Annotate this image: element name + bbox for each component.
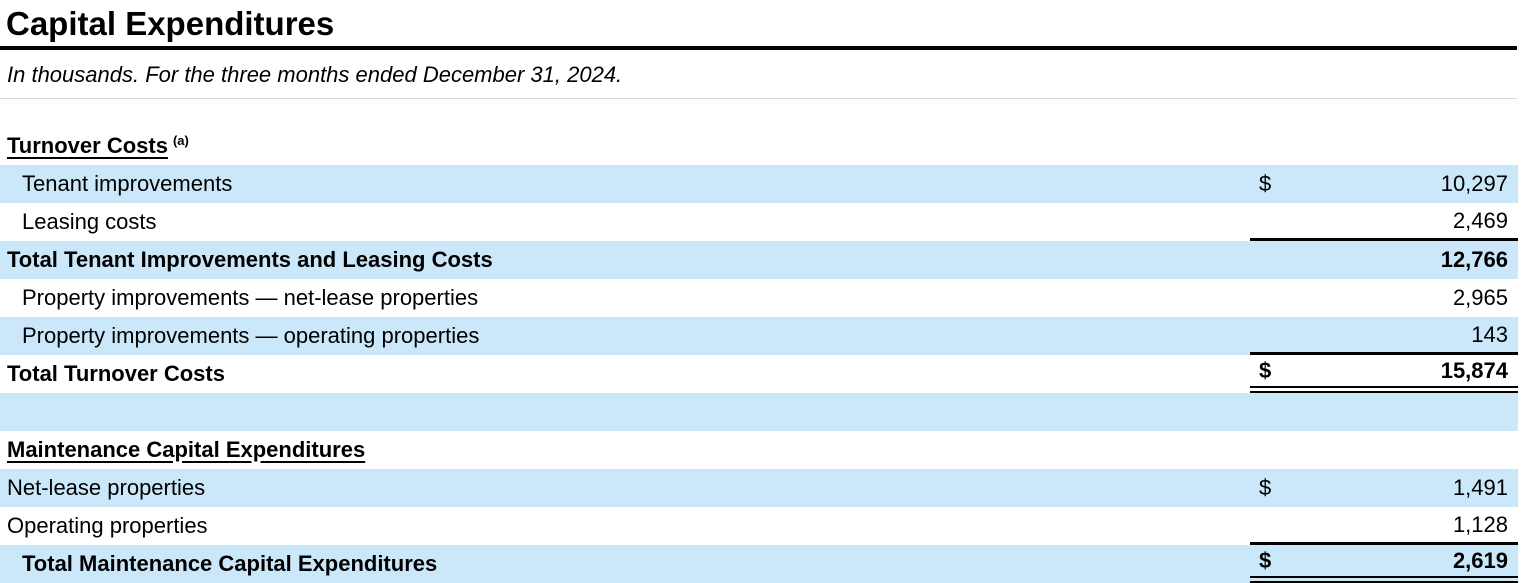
row-label: Net-lease properties — [7, 475, 206, 500]
section-header-row: Maintenance Capital Expenditures — [0, 431, 1518, 469]
row-value: 2,965 — [1452, 285, 1508, 310]
capital-expenditures-table: Turnover Costs (a) Tenant improvements $10,… — [0, 127, 1518, 583]
row-value: 2,619 — [1452, 547, 1508, 573]
value-cell: 2,965 — [1250, 279, 1518, 317]
page-title: Capital Expenditures — [6, 5, 335, 42]
subtitle-divider — [0, 98, 1517, 99]
footnote-marker: (a) — [172, 133, 189, 148]
row-value: 12,766 — [1440, 247, 1508, 272]
capital-expenditures-report: Capital Expenditures In thousands. For t… — [0, 5, 1518, 583]
currency-symbol: $ — [1259, 547, 1272, 573]
section-header-text: Turnover Costs — [7, 133, 168, 158]
row-label: Turnover Costs (a) — [0, 133, 1250, 159]
row-label: Leasing costs — [22, 209, 157, 234]
row-value: 1,128 — [1452, 511, 1508, 537]
value-cell: $10,297 — [1250, 165, 1518, 203]
row-value: 2,469 — [1452, 207, 1508, 233]
blank-row — [0, 393, 1518, 431]
table-row: Property improvements — operating proper… — [0, 317, 1518, 355]
table-row: Property improvements — net-lease proper… — [0, 279, 1518, 317]
row-label: Maintenance Capital Expenditures — [0, 437, 1250, 463]
row-label: Property improvements — net-lease proper… — [22, 285, 479, 310]
table-row: Operating properties 1,128 — [0, 507, 1518, 545]
total-row: Total Turnover Costs $15,874 — [0, 355, 1518, 393]
section-header-row: Turnover Costs (a) — [0, 127, 1518, 165]
value-cell: $1,491 — [1250, 469, 1518, 507]
table-row: Net-lease properties $1,491 — [0, 469, 1518, 507]
row-label: Total Turnover Costs — [7, 361, 225, 386]
row-label: Total Tenant Improvements and Leasing Co… — [7, 247, 493, 272]
value-cell: $15,874 — [1250, 355, 1518, 393]
value-cell: $2,619 — [1250, 545, 1518, 583]
row-label: Property improvements — operating proper… — [22, 323, 480, 348]
table-row: Tenant improvements $10,297 — [0, 165, 1518, 203]
row-value: 10,297 — [1440, 171, 1508, 196]
row-value: 15,874 — [1440, 357, 1508, 383]
value-cell: 1,128 — [1250, 507, 1518, 545]
value-cell: 12,766 — [1250, 241, 1518, 279]
title-divider — [0, 46, 1517, 50]
row-label: Operating properties — [7, 513, 208, 538]
currency-symbol: $ — [1259, 357, 1272, 383]
currency-symbol: $ — [1259, 171, 1272, 196]
value-cell — [1250, 431, 1518, 469]
row-value: 143 — [1471, 321, 1508, 347]
row-label: Tenant improvements — [22, 171, 233, 196]
total-row: Total Tenant Improvements and Leasing Co… — [0, 241, 1518, 279]
value-cell: 2,469 — [1250, 203, 1518, 241]
report-subtitle: In thousands. For the three months ended… — [7, 62, 623, 87]
value-cell: 143 — [1250, 317, 1518, 355]
total-row: Total Maintenance Capital Expenditures $2… — [0, 545, 1518, 583]
currency-symbol: $ — [1259, 475, 1272, 500]
value-cell — [1250, 127, 1518, 165]
row-value: 1,491 — [1452, 475, 1508, 500]
section-header-text: Maintenance Capital Expenditures — [7, 437, 366, 462]
value-cell — [1250, 393, 1518, 431]
row-label: Total Maintenance Capital Expenditures — [22, 551, 438, 576]
table-row: Leasing costs 2,469 — [0, 203, 1518, 241]
